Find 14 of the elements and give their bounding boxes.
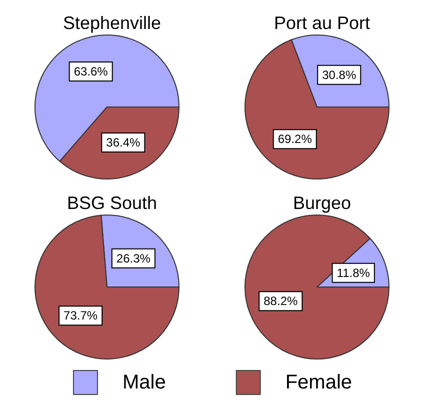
- data-label: 88.2%: [264, 294, 298, 308]
- data-label: 63.6%: [74, 64, 108, 79]
- data-label: 30.8%: [322, 68, 356, 82]
- legend-label: Female: [285, 372, 352, 394]
- data-label: 26.3%: [116, 251, 151, 266]
- chart-title: BSG South: [66, 193, 158, 213]
- data-label: 36.4%: [106, 135, 140, 150]
- data-label: 69.2%: [278, 132, 312, 146]
- data-label: 73.7%: [64, 308, 98, 323]
- legend-label: Male: [122, 372, 166, 394]
- chart-title: Burgeo: [292, 193, 352, 213]
- chart-title: Port au Port: [274, 13, 370, 33]
- chart-title: Stephenville: [62, 13, 162, 33]
- data-label: 11.8%: [336, 266, 370, 280]
